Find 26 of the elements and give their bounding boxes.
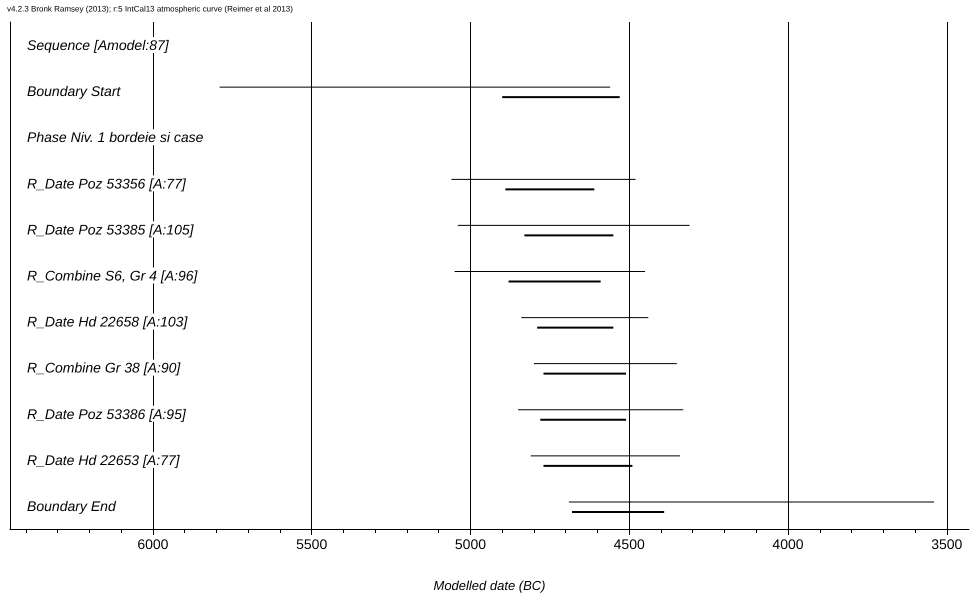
bar [540,418,626,421]
y-tick-label: R_Date Poz 53386 [A:95] [27,406,187,422]
x-tick-label: 5000 [454,536,486,552]
y-tick-label: Phase Niv. 1 bordeie si case [27,129,204,146]
y-tick-label: Boundary Start [27,83,122,100]
x-tick-label: 4000 [772,536,804,552]
bar [543,372,626,375]
y-tick-label: R_Date Hd 22653 [A:77] [27,452,181,468]
y-tick-label: R_Combine S6, Gr 4 [A:96] [27,268,199,284]
x-tick-label: 3500 [931,536,963,552]
y-tick-label: R_Date Poz 53356 [A:77] [27,175,187,192]
x-tick-label: 4500 [614,536,645,552]
y-tick-label: Sequence [Amodel:87] [27,37,170,54]
x-tick-label: 6000 [137,536,169,552]
x-tick-label: 5500 [296,536,328,552]
bar [502,96,620,98]
bar [524,234,614,236]
bar [505,188,594,190]
y-tick-label: R_Date Hd 22658 [A:103] [27,314,188,330]
x-axis-title: Modelled date (BC) [434,578,546,593]
y-tick-label: R_Combine Gr 38 [A:90] [27,360,182,376]
text: v4.2.3 Bronk Ramsey (2013); r:5 IntCal13 atmospheric curve (Reimer et al 2013) [7,4,294,14]
y-tick-label: Boundary End [27,498,117,514]
bar [508,280,601,282]
bar [537,326,614,329]
y-tick-label: R_Date Poz 53385 [A:105] [27,221,195,238]
